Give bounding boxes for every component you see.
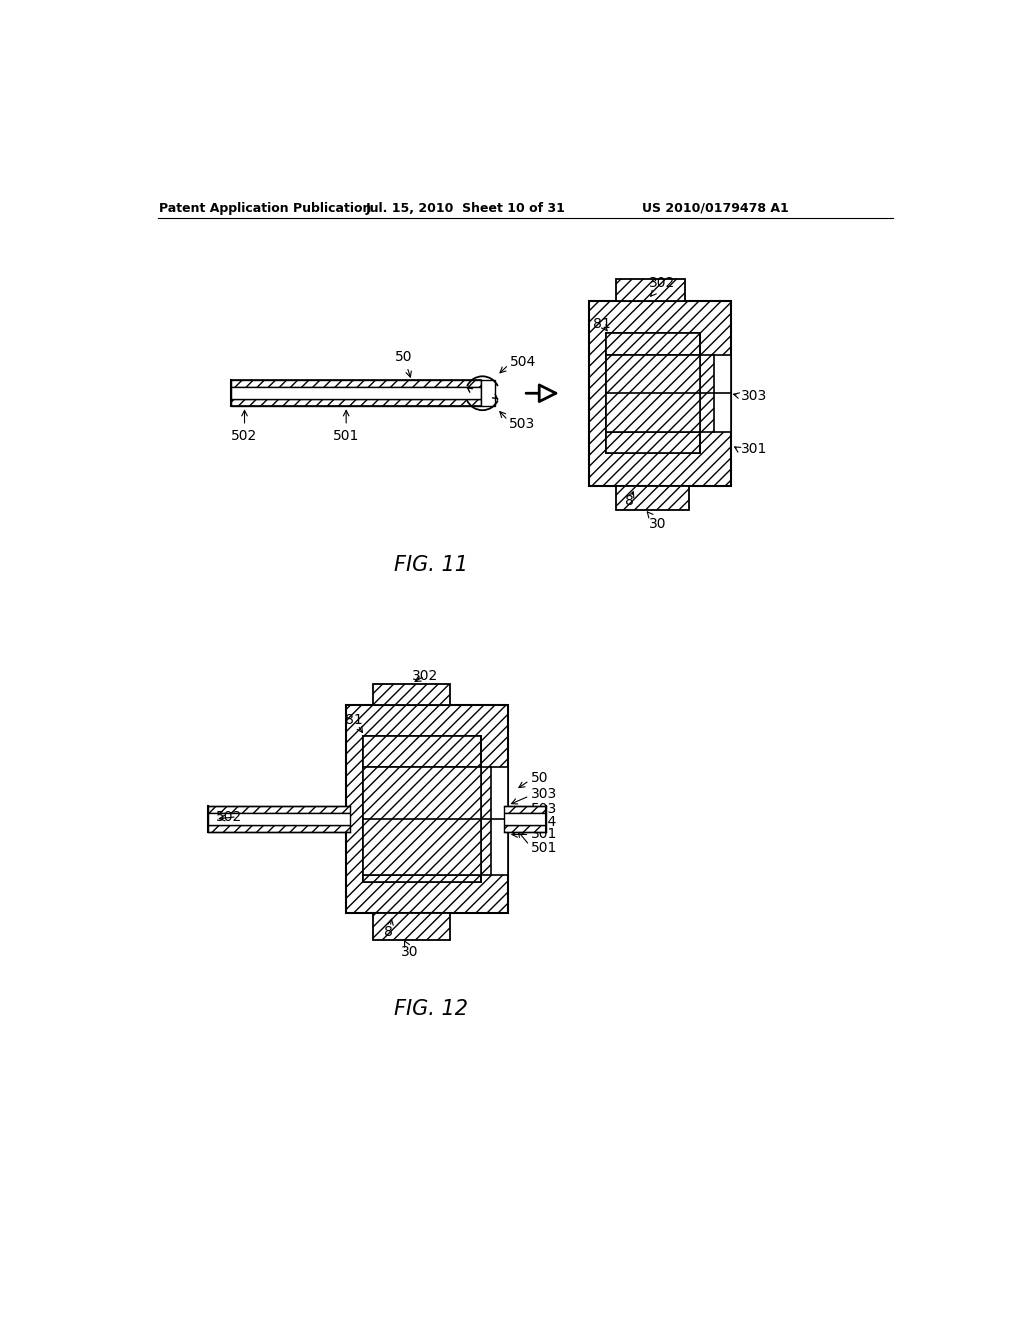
Bar (615, 486, 689, 511)
Bar (364, 875, 481, 882)
Bar (208, 825, 350, 832)
Bar (605, 333, 700, 355)
Text: 302: 302 (649, 276, 675, 296)
Text: FIG. 12: FIG. 12 (394, 999, 468, 1019)
Text: 503: 503 (509, 417, 536, 432)
Bar (605, 355, 700, 432)
Text: 301: 301 (741, 442, 768, 457)
Text: 8: 8 (625, 494, 634, 508)
Text: 301: 301 (531, 828, 557, 841)
Text: 502: 502 (231, 411, 258, 442)
Text: 302: 302 (412, 669, 438, 682)
Text: 50: 50 (531, 771, 549, 785)
Bar (589, 301, 731, 486)
Text: 50: 50 (395, 350, 413, 378)
Bar (615, 280, 685, 301)
Text: 8: 8 (384, 925, 393, 940)
Text: 303: 303 (531, 787, 557, 801)
Text: Patent Application Publication: Patent Application Publication (159, 202, 372, 215)
Text: 504: 504 (510, 355, 537, 370)
Bar (208, 807, 350, 813)
Text: 501: 501 (333, 411, 359, 442)
Bar (490, 767, 508, 875)
Text: 81: 81 (345, 714, 362, 727)
Bar (346, 705, 508, 913)
Bar (504, 825, 547, 832)
Text: FIG. 11: FIG. 11 (394, 554, 468, 576)
Text: 503: 503 (531, 803, 557, 816)
Bar (714, 355, 731, 432)
Text: Jul. 15, 2010  Sheet 10 of 31: Jul. 15, 2010 Sheet 10 of 31 (366, 202, 565, 215)
Bar (373, 684, 451, 705)
Bar (364, 737, 481, 882)
Text: 504: 504 (531, 816, 557, 829)
Bar (504, 807, 547, 813)
Bar (605, 432, 700, 453)
Bar (605, 333, 700, 453)
Text: 303: 303 (741, 388, 767, 403)
Bar (481, 380, 495, 407)
Text: 502: 502 (216, 809, 243, 824)
Bar (230, 400, 481, 407)
Bar (208, 813, 350, 825)
Text: 30: 30 (647, 512, 667, 531)
Text: 501: 501 (531, 841, 557, 854)
Text: US 2010/0179478 A1: US 2010/0179478 A1 (642, 202, 790, 215)
Bar (364, 737, 481, 767)
Bar (230, 387, 481, 400)
Bar (504, 813, 547, 825)
Bar (373, 913, 451, 940)
Text: 81: 81 (593, 317, 610, 331)
Bar (364, 767, 481, 875)
Bar (230, 380, 481, 387)
Text: 30: 30 (401, 941, 419, 958)
